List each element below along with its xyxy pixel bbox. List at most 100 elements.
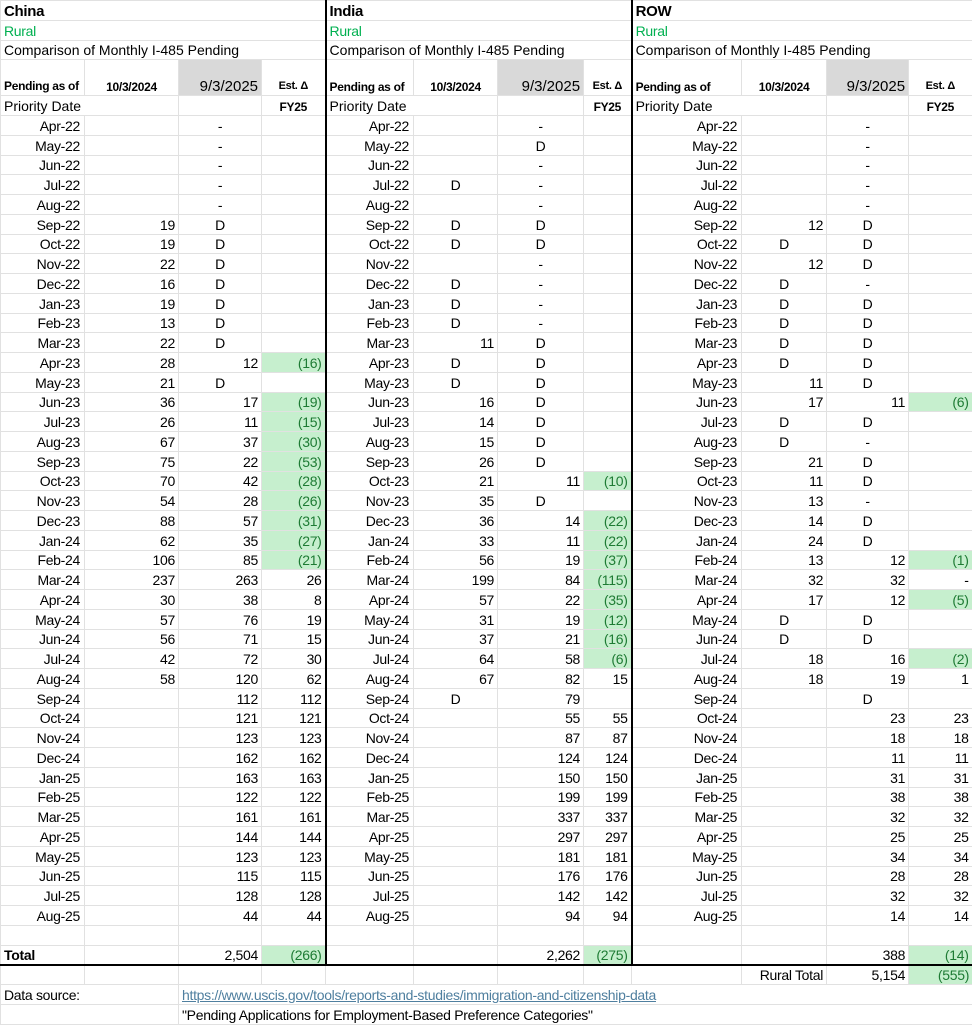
priority-date[interactable]: Jul-24	[1, 649, 85, 669]
priority-date[interactable]: Feb-23	[1, 313, 85, 333]
pending-2025[interactable]: 19	[498, 550, 584, 570]
pending-2024[interactable]: D	[414, 175, 498, 195]
priority-date[interactable]: Oct-24	[326, 708, 414, 728]
pending-2024[interactable]: D	[742, 629, 827, 649]
pending-2025[interactable]: 11	[827, 748, 909, 768]
data-source-link[interactable]: https://www.uscis.gov/tools/reports-and-…	[182, 987, 656, 1003]
pending-2024[interactable]	[414, 254, 498, 274]
pending-2025[interactable]: D	[827, 333, 909, 353]
pending-2025[interactable]: -	[179, 155, 262, 175]
pending-2024[interactable]: 36	[85, 392, 179, 412]
pending-2024[interactable]	[742, 155, 827, 175]
pending-2025[interactable]: -	[498, 274, 584, 294]
est-delta[interactable]: (115)	[584, 570, 632, 590]
cell[interactable]	[827, 96, 909, 116]
priority-date[interactable]: Jul-24	[632, 649, 742, 669]
pending-2025[interactable]: D	[179, 274, 262, 294]
pending-2024[interactable]: 11	[742, 471, 827, 491]
pending-2024[interactable]: 17	[742, 392, 827, 412]
est-delta[interactable]: 124	[584, 748, 632, 768]
pending-2025[interactable]: 57	[179, 511, 262, 531]
pending-2024[interactable]: 62	[85, 530, 179, 550]
est-delta[interactable]: 123	[262, 846, 326, 866]
pending-2025[interactable]: D	[179, 372, 262, 392]
pending-2024[interactable]: 13	[85, 313, 179, 333]
pending-2024[interactable]	[85, 116, 179, 136]
est-delta[interactable]: 23	[909, 708, 972, 728]
pending-2024[interactable]	[742, 787, 827, 807]
pending-2024[interactable]: 56	[414, 550, 498, 570]
pending-2024[interactable]: 14	[414, 412, 498, 432]
est-delta[interactable]	[584, 313, 632, 333]
pending-2025[interactable]: D	[827, 254, 909, 274]
est-delta[interactable]: (35)	[584, 590, 632, 610]
priority-date[interactable]: Feb-25	[326, 787, 414, 807]
pending-2024[interactable]	[742, 116, 827, 136]
rural-total-delta[interactable]: (555)	[909, 965, 972, 985]
pending-2025[interactable]: 14	[827, 906, 909, 926]
pending-2024[interactable]	[414, 767, 498, 787]
est-delta[interactable]	[909, 155, 972, 175]
pending-2024[interactable]: 14	[742, 511, 827, 531]
pending-2024[interactable]: D	[742, 609, 827, 629]
priority-date[interactable]: Jan-24	[632, 530, 742, 550]
priority-date[interactable]: Mar-24	[326, 570, 414, 590]
pending-2024[interactable]: 106	[85, 550, 179, 570]
priority-date[interactable]: Apr-25	[326, 827, 414, 847]
priority-date[interactable]: Apr-24	[632, 590, 742, 610]
pending-2024[interactable]	[742, 688, 827, 708]
est-delta[interactable]: 31	[909, 767, 972, 787]
est-delta[interactable]	[909, 471, 972, 491]
priority-date[interactable]: Nov-23	[326, 491, 414, 511]
est-delta[interactable]	[909, 372, 972, 392]
pending-2024[interactable]: 57	[85, 609, 179, 629]
est-delta[interactable]: 162	[262, 748, 326, 768]
pending-2025[interactable]: 124	[498, 748, 584, 768]
pending-2025[interactable]: 120	[179, 669, 262, 689]
total-delta[interactable]: (266)	[262, 945, 326, 965]
pending-2024[interactable]: 13	[742, 550, 827, 570]
pending-2025[interactable]: 82	[498, 669, 584, 689]
priority-date[interactable]: Oct-24	[632, 708, 742, 728]
pending-2024[interactable]: D	[414, 372, 498, 392]
priority-date[interactable]: Dec-24	[1, 748, 85, 768]
est-delta[interactable]	[262, 135, 326, 155]
pending-2025[interactable]: D	[498, 432, 584, 452]
priority-date[interactable]: Mar-25	[632, 807, 742, 827]
pending-2025[interactable]: 85	[179, 550, 262, 570]
pending-2025[interactable]: 122	[179, 787, 262, 807]
header-date-2024[interactable]: 10/3/2024	[742, 60, 827, 96]
est-delta[interactable]	[909, 274, 972, 294]
est-delta[interactable]: 11	[909, 748, 972, 768]
cell[interactable]	[632, 925, 742, 945]
pending-2024[interactable]: 30	[85, 590, 179, 610]
est-delta[interactable]: 15	[262, 629, 326, 649]
pending-2025[interactable]: 11	[179, 412, 262, 432]
pending-2024[interactable]: 21	[742, 451, 827, 471]
pending-2024[interactable]	[742, 135, 827, 155]
priority-date[interactable]: Oct-23	[326, 471, 414, 491]
priority-date[interactable]: Aug-24	[1, 669, 85, 689]
cell[interactable]	[498, 925, 584, 945]
pending-2024[interactable]: D	[742, 293, 827, 313]
est-delta[interactable]: 32	[909, 807, 972, 827]
pending-2024[interactable]: 11	[742, 372, 827, 392]
est-delta[interactable]	[909, 491, 972, 511]
priority-date[interactable]: Jul-23	[632, 412, 742, 432]
est-delta[interactable]: (30)	[262, 432, 326, 452]
pending-2025[interactable]: -	[827, 432, 909, 452]
panel-heading[interactable]: Comparison of Monthly I-485 Pending	[1, 40, 326, 60]
pending-2024[interactable]: 67	[414, 669, 498, 689]
est-delta[interactable]	[584, 274, 632, 294]
pending-2025[interactable]: 337	[498, 807, 584, 827]
cell[interactable]	[179, 925, 262, 945]
priority-date[interactable]: Apr-23	[632, 353, 742, 373]
est-delta[interactable]: 34	[909, 846, 972, 866]
priority-date[interactable]: Jun-25	[1, 866, 85, 886]
est-delta[interactable]: (27)	[262, 530, 326, 550]
pending-2024[interactable]	[414, 748, 498, 768]
pending-2025[interactable]: 12	[827, 550, 909, 570]
pending-2025[interactable]: 34	[827, 846, 909, 866]
pending-2024[interactable]	[742, 906, 827, 926]
cell[interactable]	[414, 965, 498, 985]
